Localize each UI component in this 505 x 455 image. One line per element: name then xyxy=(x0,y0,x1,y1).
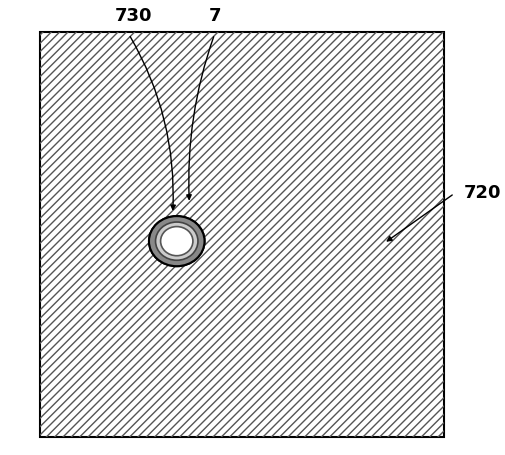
Circle shape xyxy=(149,216,205,266)
Bar xyxy=(40,32,444,437)
Bar xyxy=(40,32,444,437)
Text: 7: 7 xyxy=(209,7,221,25)
Circle shape xyxy=(149,216,205,266)
Text: 730: 730 xyxy=(115,7,153,25)
Circle shape xyxy=(161,227,193,256)
Circle shape xyxy=(156,222,198,260)
Text: 720: 720 xyxy=(464,184,501,202)
